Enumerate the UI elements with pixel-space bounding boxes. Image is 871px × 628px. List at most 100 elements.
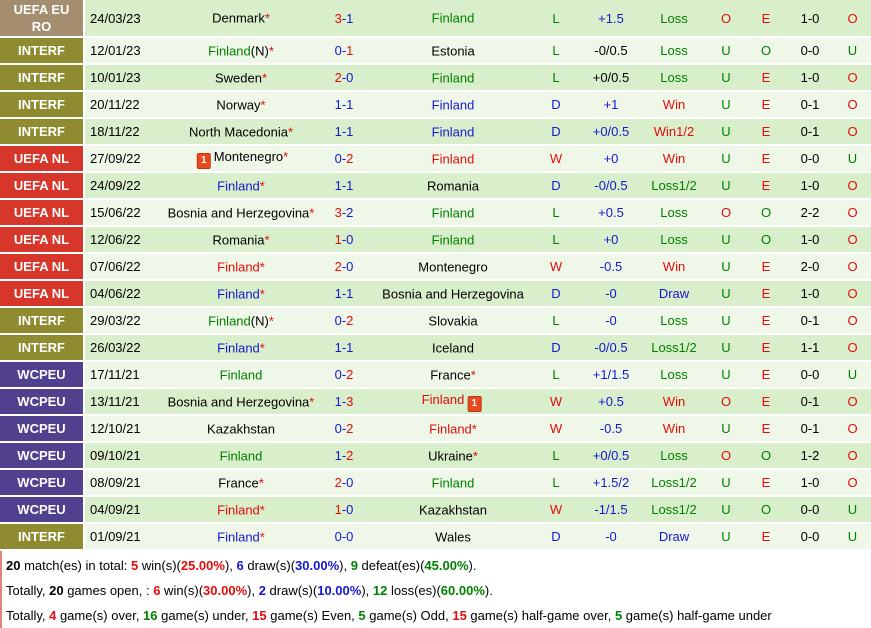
home-team: Bosnia and Herzegovina* (168, 199, 314, 227)
even-odd-result: O (746, 199, 786, 227)
away-score: 0 (346, 502, 354, 517)
home-team-label: 1 Montenegro* (194, 149, 288, 169)
score-dash: - (341, 394, 347, 409)
match-score: 0-2 (314, 415, 374, 443)
competition-badge: UEFA NL (0, 145, 85, 173)
team-star: * (259, 340, 265, 355)
result-letter: L (532, 361, 580, 389)
asian-handicap: -1/1.5 (580, 496, 642, 524)
summary-segment: 6 (236, 558, 244, 573)
over-under-2: O (834, 334, 871, 362)
over-under-result: U (706, 361, 746, 389)
over-under-2: O (834, 253, 871, 281)
asian-handicap: -0 (580, 280, 642, 308)
home-team: Finland (168, 442, 314, 470)
match-date: 12/10/21 (84, 415, 168, 443)
team-name: Finland (217, 286, 260, 301)
competition-badge: INTERF (0, 91, 85, 119)
even-odd-result: E (746, 523, 786, 551)
team-name: Montenegro (213, 148, 284, 164)
team-star: * (268, 313, 274, 328)
handicap-result: Loss1/2 (642, 334, 706, 362)
match-row: INTERF 01/09/21 Finland* 0-0 Wales D -0 Draw U E 0… (0, 523, 871, 551)
ht-score: 0-0 (786, 361, 834, 389)
home-team-label: Finland* (217, 502, 265, 517)
over-under-result: U (706, 496, 746, 524)
team-name: Finland (431, 70, 475, 85)
team-name: Finland (431, 475, 475, 490)
even-odd-result: E (746, 91, 786, 119)
team-name: Finland (219, 448, 263, 463)
match-row: INTERF 20/11/22 Norway* 1-1 Finland D +1 Win U E 0… (0, 91, 871, 119)
home-score: 1 (334, 178, 342, 193)
away-team-label: Finland (432, 97, 475, 112)
team-star: * (259, 259, 265, 274)
over-under-2: O (834, 280, 871, 308)
summary-segment: ), (339, 558, 351, 573)
match-date: 26/03/22 (84, 334, 168, 362)
asian-handicap: +1/1.5 (580, 361, 642, 389)
over-under-2: O (834, 172, 871, 200)
away-team-label: Montenegro (418, 259, 487, 274)
result-letter: D (532, 280, 580, 308)
handicap-result: Loss (642, 307, 706, 335)
over-under-2: O (834, 199, 871, 227)
away-team: Bosnia and Herzegovina (374, 280, 532, 308)
score-dash: - (341, 313, 347, 328)
match-row: WCPEU 12/10/21 Kazakhstan 0-2 Finland* W -0.5 W… (0, 415, 871, 443)
matches-body: UEFA EURO 24/03/23 Denmark* 3-1 Finland L +1.5… (0, 0, 871, 551)
asian-handicap: +0/0.5 (580, 64, 642, 92)
result-letter: D (532, 91, 580, 119)
match-score: 2-0 (314, 253, 374, 281)
away-team: Finland 1 (374, 388, 532, 416)
home-team: Denmark* (168, 0, 314, 38)
home-team: Kazakhstan (168, 415, 314, 443)
asian-handicap: +0/0.5 (580, 442, 642, 470)
match-score: 0-2 (314, 145, 374, 173)
ht-score: 0-1 (786, 388, 834, 416)
match-row: UEFA NL 27/09/22 1 Montenegro* 0-2 Finland W +0… (0, 145, 871, 173)
over-under-result: U (706, 415, 746, 443)
team-name: France (430, 367, 471, 382)
home-team-label: Finland* (217, 286, 265, 301)
away-team: Iceland (374, 334, 532, 362)
away-team-label: Finland (432, 124, 475, 139)
ht-score: 2-0 (786, 253, 834, 281)
match-date: 20/11/22 (84, 91, 168, 119)
over-under-2: O (834, 0, 871, 38)
match-row: INTERF 12/01/23 Finland(N)* 0-1 Estonia L -0/0… (0, 37, 871, 65)
summary-segment: ), (361, 583, 373, 598)
summary-segment: draw(s)( (265, 583, 318, 598)
ht-score: 2-2 (786, 199, 834, 227)
team-name: Finland (219, 367, 263, 382)
team-star: * (287, 124, 294, 139)
summary-segment: game(s) half-game under (622, 608, 772, 623)
competition-badge: UEFA EURO (0, 0, 85, 38)
handicap-result: Loss (642, 37, 706, 65)
away-team: Slovakia (374, 307, 532, 335)
match-row: WCPEU 13/11/21 Bosnia and Herzegovina* 1-3 F… (0, 388, 871, 416)
competition-badge: WCPEU (0, 496, 85, 524)
summary-segment: game(s) under, (157, 608, 253, 623)
away-score: 1 (346, 286, 354, 301)
home-team-label: Finland* (217, 340, 265, 355)
match-row: INTERF 29/03/22 Finland(N)* 0-2 Slovakia L -0 L… (0, 307, 871, 335)
result-letter: D (532, 172, 580, 200)
home-team: Finland* (168, 280, 314, 308)
team-tag: (N) (250, 313, 269, 328)
asian-handicap: +0 (580, 145, 642, 173)
ht-score: 1-0 (786, 280, 834, 308)
summary-segment: Totally, (6, 583, 50, 598)
team-name: Finland (217, 178, 260, 193)
ht-score: 1-0 (786, 226, 834, 254)
summary-line-2: Totally, 20 games open, : 6 win(s)(30.00… (6, 578, 871, 603)
over-under-result: U (706, 172, 746, 200)
away-team: Finland (374, 145, 532, 173)
team-name: Finland (431, 205, 475, 220)
red-card-icon: 1 (196, 152, 211, 169)
summary-segment: game(s) Odd, (365, 608, 453, 623)
competition-badge: WCPEU (0, 442, 85, 470)
over-under-2: O (834, 226, 871, 254)
team-name: Wales (435, 529, 471, 544)
match-score: 1-1 (314, 91, 374, 119)
